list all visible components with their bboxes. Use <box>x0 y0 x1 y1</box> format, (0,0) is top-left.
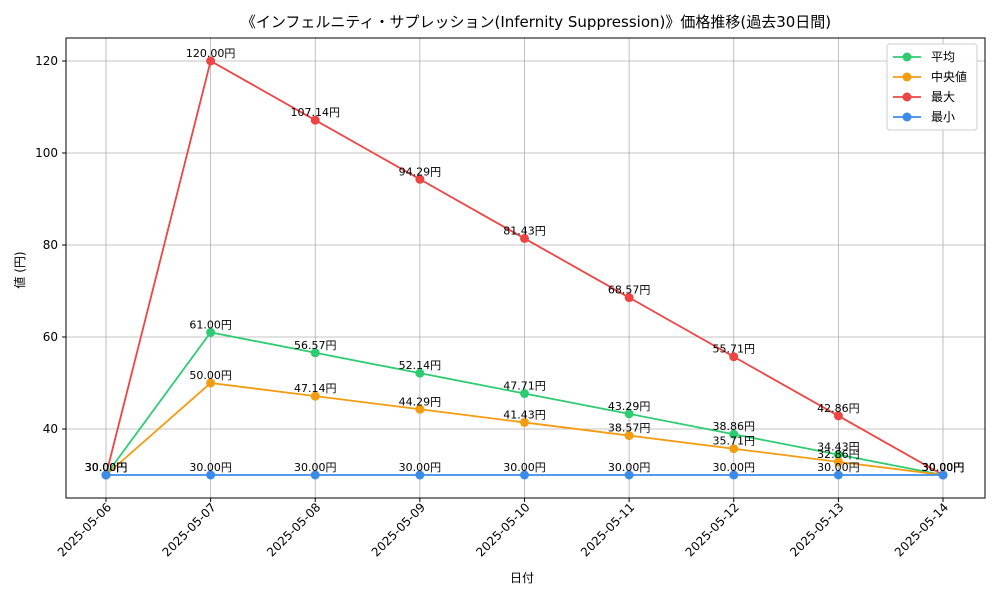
data-label-1-8: 30.00円 <box>922 461 965 474</box>
data-label-0-6: 38.86円 <box>713 420 756 433</box>
data-point-1-3 <box>415 404 425 414</box>
data-label-1-7: 32.86円 <box>817 448 860 461</box>
y-axis-label: 値 (円) <box>12 251 27 288</box>
legend-label-3: 最小 <box>931 110 955 124</box>
x-axis-label: 日付 <box>510 571 534 585</box>
data-label-2-4: 81.43円 <box>503 224 546 237</box>
data-label-3-7: 30.00円 <box>817 461 860 474</box>
data-point-0-1 <box>206 327 216 337</box>
data-label-3-0: 30.00円 <box>85 461 128 474</box>
data-point-3-0 <box>101 470 111 480</box>
legend-label-0: 平均 <box>931 50 955 64</box>
legend-marker-2 <box>902 92 912 102</box>
plot-frame <box>65 37 986 499</box>
legend-label-1: 中央値 <box>931 69 967 84</box>
x-tick-label: 2025-05-13 <box>787 500 846 559</box>
data-label-2-6: 55.71円 <box>713 343 756 356</box>
data-label-2-5: 68.57円 <box>608 284 651 297</box>
data-label-1-5: 38.57円 <box>608 422 651 435</box>
data-label-3-5: 30.00円 <box>608 461 651 474</box>
data-point-3-2 <box>310 470 320 480</box>
data-label-0-7: 34.43円 <box>817 441 860 454</box>
data-point-3-5 <box>624 470 634 480</box>
data-label-2-0: 30.00円 <box>85 461 128 474</box>
data-label-3-6: 30.00円 <box>713 461 756 474</box>
legend-marker-3 <box>902 112 912 122</box>
x-tick-label: 2025-05-07 <box>160 500 219 559</box>
data-label-0-0: 30.00円 <box>85 461 128 474</box>
y-tick-label: 40 <box>43 422 58 436</box>
data-point-1-2 <box>310 391 320 401</box>
data-label-3-8: 30.00円 <box>922 461 965 474</box>
data-label-2-8: 30.00円 <box>922 461 965 474</box>
y-tick-label: 100 <box>35 146 58 160</box>
data-point-1-1 <box>206 378 216 388</box>
legend-label-2: 最大 <box>931 90 955 104</box>
data-point-0-4 <box>520 389 529 399</box>
data-label-1-0: 30.00円 <box>85 461 128 474</box>
data-label-0-4: 47.71円 <box>503 380 546 393</box>
data-label-1-1: 50.00円 <box>189 369 232 382</box>
data-point-3-8 <box>938 470 948 480</box>
y-tick-label: 60 <box>43 330 58 344</box>
x-tick-label: 2025-05-12 <box>683 500 742 559</box>
data-point-2-4 <box>520 233 529 243</box>
x-tick-label: 2025-05-06 <box>55 500 114 559</box>
data-point-2-5 <box>624 293 634 303</box>
data-labels: 30.00円 61.00円 56.57円 52.14円 47.71円 43.29円 38.8… <box>85 47 965 474</box>
data-point-1-4 <box>520 417 529 427</box>
x-tick-label: 2025-05-11 <box>578 500 637 559</box>
data-point-2-2 <box>310 115 320 125</box>
data-label-0-1: 61.00円 <box>189 318 232 331</box>
data-label-0-3: 52.14円 <box>399 359 442 372</box>
data-point-2-7 <box>833 411 843 421</box>
data-label-0-8: 30.00円 <box>922 461 965 474</box>
data-label-2-2: 107.14円 <box>291 106 341 119</box>
y-tick-label: 120 <box>35 54 58 68</box>
legend-box <box>886 43 978 131</box>
legend-marker-0 <box>902 52 912 62</box>
data-label-3-2: 30.00円 <box>294 461 337 474</box>
data-point-0-3 <box>415 368 425 378</box>
data-point-2-6 <box>729 352 739 362</box>
x-tick-label: 2025-05-08 <box>264 500 323 559</box>
grid <box>66 38 985 498</box>
data-point-2-3 <box>415 174 425 184</box>
data-label-1-3: 44.29円 <box>399 395 442 408</box>
x-tick-label: 2025-05-09 <box>369 500 428 559</box>
data-point-3-4 <box>520 470 529 480</box>
data-point-3-7 <box>833 470 843 480</box>
data-point-1-5 <box>624 431 634 441</box>
data-point-0-5 <box>624 409 634 419</box>
chart-title: 《インフェルニティ・サプレッション(Infernity Suppression)… <box>241 13 831 31</box>
x-tick-label: 2025-05-14 <box>892 500 951 559</box>
axis-ticks: 40 60 80 100 120 2025-05-06 2025-05-07 2025-05-… <box>35 54 951 559</box>
data-point-1-7 <box>833 457 843 467</box>
y-tick-label: 80 <box>43 238 58 252</box>
data-label-3-1: 30.00円 <box>189 461 232 474</box>
data-label-0-5: 43.29円 <box>608 400 651 413</box>
legend-marker-1 <box>902 72 912 82</box>
data-label-2-3: 94.29円 <box>399 165 442 178</box>
data-label-1-4: 41.43円 <box>503 408 546 421</box>
x-tick-label: 2025-05-10 <box>473 500 532 559</box>
data-label-1-6: 35.71円 <box>713 435 756 448</box>
data-point-3-6 <box>729 470 739 480</box>
data-label-3-4: 30.00円 <box>503 461 546 474</box>
data-point-0-2 <box>310 348 320 358</box>
data-point-0-6 <box>729 429 739 439</box>
data-point-1-6 <box>729 444 739 454</box>
data-point-3-3 <box>415 470 425 480</box>
data-label-2-1: 120.00円 <box>186 47 236 60</box>
data-point-0-7 <box>833 450 843 460</box>
data-label-1-2: 47.14円 <box>294 382 337 395</box>
data-point-2-1 <box>206 56 216 66</box>
series-layer <box>101 56 948 480</box>
data-label-3-3: 30.00円 <box>399 461 442 474</box>
data-label-2-7: 42.86円 <box>817 402 860 415</box>
data-label-0-2: 56.57円 <box>294 339 337 352</box>
data-point-3-1 <box>206 470 216 480</box>
